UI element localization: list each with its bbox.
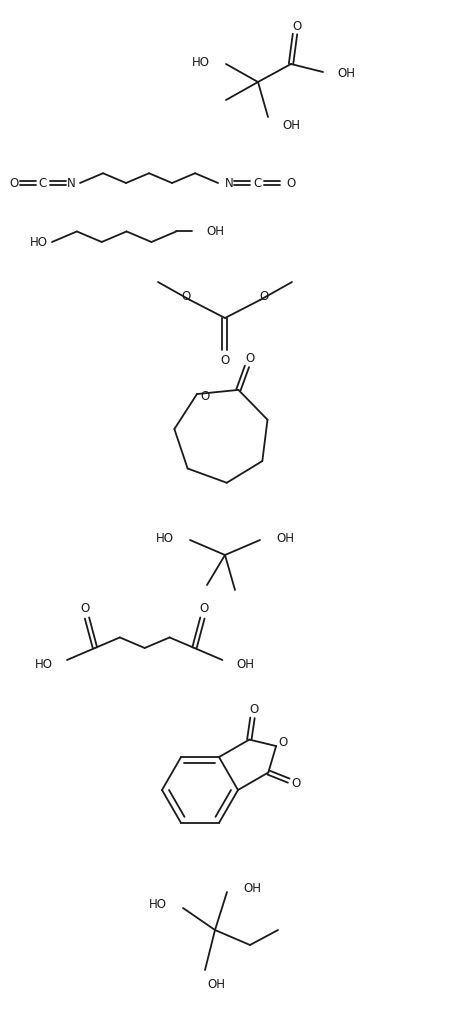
Text: O: O [244,353,254,365]
Text: HO: HO [35,657,53,670]
Text: HO: HO [149,898,166,912]
Text: OH: OH [206,225,224,238]
Text: O: O [249,704,258,717]
Text: HO: HO [192,56,210,69]
Text: OH: OH [276,531,293,545]
Text: N: N [225,176,233,190]
Text: O: O [278,735,287,748]
Text: OH: OH [336,67,354,79]
Text: O: O [220,354,229,366]
Text: OH: OH [236,657,254,670]
Text: O: O [291,777,300,790]
Text: O: O [200,389,209,403]
Text: O: O [292,19,301,32]
Text: OH: OH [243,882,260,895]
Text: O: O [285,176,295,190]
Text: HO: HO [30,235,48,248]
Text: O: O [259,290,268,302]
Text: O: O [80,601,89,614]
Text: HO: HO [156,531,174,545]
Text: N: N [66,176,75,190]
Text: O: O [181,290,190,302]
Text: OH: OH [281,119,299,132]
Text: O: O [9,176,18,190]
Text: C: C [39,176,47,190]
Text: OH: OH [207,977,225,991]
Text: O: O [199,601,208,614]
Text: C: C [253,176,261,190]
